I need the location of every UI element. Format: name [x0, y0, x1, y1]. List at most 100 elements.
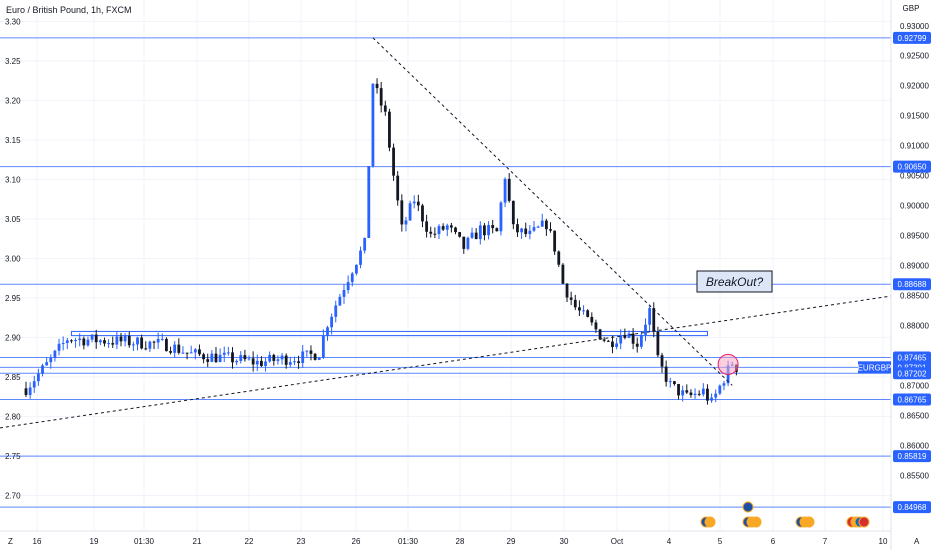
candle-body: [619, 335, 623, 344]
candle-body: [635, 343, 639, 347]
time-tick-label: 10: [879, 537, 888, 546]
candle-body: [119, 336, 123, 342]
level-tag-label: 0.86765: [898, 395, 927, 404]
candle-body: [689, 392, 693, 396]
time-tick-label: 5: [718, 537, 723, 546]
time-tick-label: 29: [507, 537, 516, 546]
right-tick-label: 0.93000: [900, 22, 929, 31]
candle-body: [346, 282, 350, 291]
time-tick-label: 7: [823, 537, 828, 546]
time-tick-label: 30: [560, 537, 569, 546]
candle-body: [140, 337, 144, 349]
candle-body: [247, 358, 251, 360]
candle-body: [53, 350, 57, 358]
candle-body: [520, 228, 523, 233]
candle-body: [231, 352, 234, 363]
candle-body: [499, 202, 503, 232]
level-tag-bg: [893, 501, 931, 514]
right-tick-label: 0.91000: [900, 142, 929, 151]
candle-body: [441, 226, 445, 230]
candle-body: [507, 178, 511, 201]
candle-body: [660, 355, 664, 367]
candle-body: [74, 340, 77, 342]
time-tick-label: 16: [33, 537, 42, 546]
candle-body: [437, 226, 441, 235]
time-tick-label: 01:30: [134, 537, 155, 546]
candle-body: [305, 350, 309, 352]
ascending-trendline[interactable]: [0, 295, 892, 429]
level-tag-bg: [893, 450, 931, 463]
candle-body: [363, 238, 367, 251]
zoom-z-icon[interactable]: Z: [8, 537, 13, 546]
candle-body: [449, 225, 453, 228]
candle-body: [693, 393, 697, 396]
event-flag-icon: [704, 516, 716, 528]
candle-body: [503, 178, 507, 203]
candle-body: [421, 205, 424, 222]
candle-body: [359, 250, 362, 265]
candle-body: [714, 393, 718, 398]
candle-body: [388, 111, 391, 148]
candle-body: [198, 349, 201, 355]
left-tick-label: 2.75: [5, 452, 21, 461]
left-tick-label: 3.30: [5, 17, 21, 26]
candle-body: [177, 344, 181, 353]
right-tick-label: 0.91500: [900, 112, 929, 121]
economic-event-markers[interactable]: [700, 501, 870, 528]
candle-body: [710, 397, 713, 401]
candle-body: [169, 351, 172, 353]
candle-body: [32, 381, 36, 388]
candle-body: [313, 353, 317, 360]
candle-body: [606, 340, 610, 342]
candle-body: [578, 307, 581, 311]
candle-body: [516, 224, 519, 233]
right-tick-label: 0.86000: [900, 441, 929, 450]
candle-body: [544, 220, 548, 230]
candle-body: [454, 227, 457, 233]
auto-scale-icon[interactable]: A: [914, 537, 920, 546]
last-price-tag: EURGBP: [858, 361, 891, 374]
candle-body: [293, 361, 296, 363]
candle-body: [268, 354, 272, 362]
right-tick-label: 0.92000: [900, 82, 929, 91]
candle-body: [697, 393, 701, 395]
candle-body: [342, 290, 346, 297]
candle-body: [677, 384, 680, 396]
breakout-zone-rectangle[interactable]: [70, 330, 708, 337]
candle-body: [210, 353, 214, 362]
level-tag-label: 0.87202: [898, 369, 927, 378]
level-tag-bg: [893, 278, 931, 291]
breakout-highlight-circle[interactable]: [717, 353, 739, 375]
time-axis-ticks: 16 19 01:30 21 22 23 26 01:30 28 29 30 Oct 4 5 6 7 10: [33, 537, 888, 546]
level-tag-label: 0.92799: [898, 34, 927, 43]
candle-body: [408, 203, 412, 221]
candle-body: [297, 361, 300, 363]
level-tag-label: 0.84968: [898, 503, 927, 512]
candle-body: [681, 390, 685, 396]
horizontal-levels[interactable]: [0, 37, 891, 508]
candle-body: [156, 338, 160, 343]
candle-body: [98, 340, 102, 343]
breakout-annotation[interactable]: BreakOut?: [696, 270, 773, 293]
candle-body: [648, 308, 652, 325]
right-tick-label: 0.92500: [900, 52, 929, 61]
candle-body: [549, 229, 552, 231]
candle-body: [524, 228, 528, 235]
candle-body: [127, 335, 131, 346]
candle-body: [94, 334, 98, 343]
candle-body: [260, 360, 263, 366]
candle-body: [226, 352, 230, 354]
candle-body: [673, 381, 676, 385]
candle-body: [235, 360, 239, 363]
candle-body: [288, 362, 292, 365]
candle-body: [656, 331, 660, 356]
descending-trendline[interactable]: [372, 37, 733, 386]
candle-body: [70, 340, 73, 342]
level-price-tags: 0.927990.906500.886880.874650.873010.872…: [893, 31, 931, 514]
annotation-text: BreakOut?: [706, 275, 764, 289]
level-tag-label: 0.88688: [898, 280, 927, 289]
candle-body: [214, 353, 218, 363]
candle-body: [338, 296, 342, 306]
time-tick-label: 19: [90, 537, 99, 546]
